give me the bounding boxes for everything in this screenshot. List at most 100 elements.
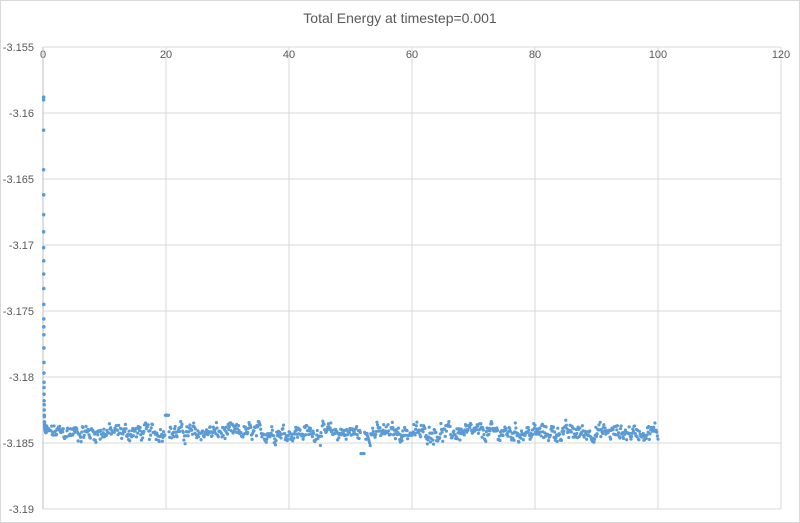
data-point: [516, 431, 520, 436]
data-point: [301, 437, 305, 441]
data-point: [119, 427, 123, 431]
data-point: [609, 437, 613, 441]
data-point: [307, 433, 311, 437]
data-point: [625, 438, 629, 442]
data-point: [229, 429, 233, 433]
data-point: [441, 439, 445, 443]
data-point: [281, 423, 286, 427]
data-point: [41, 212, 46, 217]
data-point: [279, 436, 283, 440]
data-point: [488, 429, 492, 433]
data-point: [64, 435, 68, 439]
data-point: [390, 420, 394, 424]
data-point: [193, 427, 198, 431]
data-point: [562, 429, 566, 433]
data-point: [42, 380, 46, 385]
data-point: [291, 439, 295, 443]
data-point: [564, 423, 568, 427]
data-point: [555, 439, 559, 444]
data-point: [427, 435, 431, 439]
data-point: [531, 432, 535, 436]
data-point: [426, 438, 430, 442]
data-point: [487, 432, 491, 436]
data-point: [514, 426, 518, 430]
data-point: [169, 426, 173, 431]
data-point: [273, 443, 278, 447]
data-point: [378, 426, 382, 430]
data-point: [185, 425, 189, 429]
y-tick-label: -3.175: [3, 306, 34, 318]
data-point: [42, 420, 47, 424]
data-point: [41, 128, 46, 132]
data-point: [187, 430, 191, 434]
data-point: [128, 439, 132, 443]
y-tick-label: -3.165: [3, 174, 34, 186]
data-point: [345, 433, 350, 437]
data-point: [292, 432, 297, 436]
data-point: [438, 436, 442, 440]
data-point: [653, 421, 657, 425]
data-point: [149, 426, 153, 430]
data-point: [526, 425, 530, 430]
data-point: [548, 433, 552, 437]
data-point: [553, 430, 557, 434]
data-point: [274, 439, 278, 443]
data-point: [322, 422, 326, 426]
data-point: [443, 434, 447, 438]
data-point: [41, 286, 46, 291]
data-point: [180, 422, 184, 426]
data-point: [538, 430, 543, 434]
data-point: [227, 427, 231, 432]
data-point: [52, 424, 56, 428]
data-point: [648, 432, 652, 436]
data-point: [517, 440, 521, 444]
data-point: [645, 433, 649, 437]
data-point: [308, 429, 312, 433]
data-point: [88, 436, 92, 440]
data-point: [75, 427, 79, 431]
data-point: [446, 422, 450, 426]
data-point: [294, 425, 298, 429]
data-point: [495, 428, 500, 432]
data-point: [546, 438, 551, 443]
data-point: [41, 245, 46, 250]
data-point: [41, 95, 46, 99]
y-tick-label: -3.185: [3, 438, 34, 450]
data-point: [298, 428, 302, 432]
data-point: [598, 420, 602, 424]
data-point: [79, 440, 83, 444]
data-point: [133, 429, 137, 433]
data-point: [458, 438, 462, 442]
data-point: [41, 325, 46, 329]
data-point: [246, 426, 251, 430]
data-point: [593, 437, 597, 441]
data-point: [225, 432, 230, 436]
data-point: [144, 421, 148, 425]
data-point: [421, 430, 425, 434]
data-point: [42, 398, 46, 403]
data-point: [171, 430, 175, 435]
y-tick-label: -3.18: [9, 372, 34, 384]
data-point: [188, 423, 192, 427]
data-point: [120, 436, 124, 440]
data-point: [353, 432, 357, 436]
data-point: [136, 431, 140, 435]
data-point: [637, 438, 641, 442]
data-point: [506, 434, 510, 438]
data-point: [223, 436, 227, 441]
data-point: [539, 434, 543, 438]
data-point: [480, 435, 484, 439]
data-point: [182, 438, 186, 442]
data-point: [81, 425, 85, 430]
data-point: [637, 429, 642, 434]
data-point: [99, 428, 103, 433]
data-point: [519, 436, 523, 440]
data-point: [256, 425, 260, 429]
data-point: [272, 434, 276, 438]
data-point: [628, 431, 632, 436]
data-point: [149, 433, 153, 437]
data-point: [41, 193, 46, 197]
data-point: [280, 432, 284, 436]
data-point: [371, 429, 375, 434]
